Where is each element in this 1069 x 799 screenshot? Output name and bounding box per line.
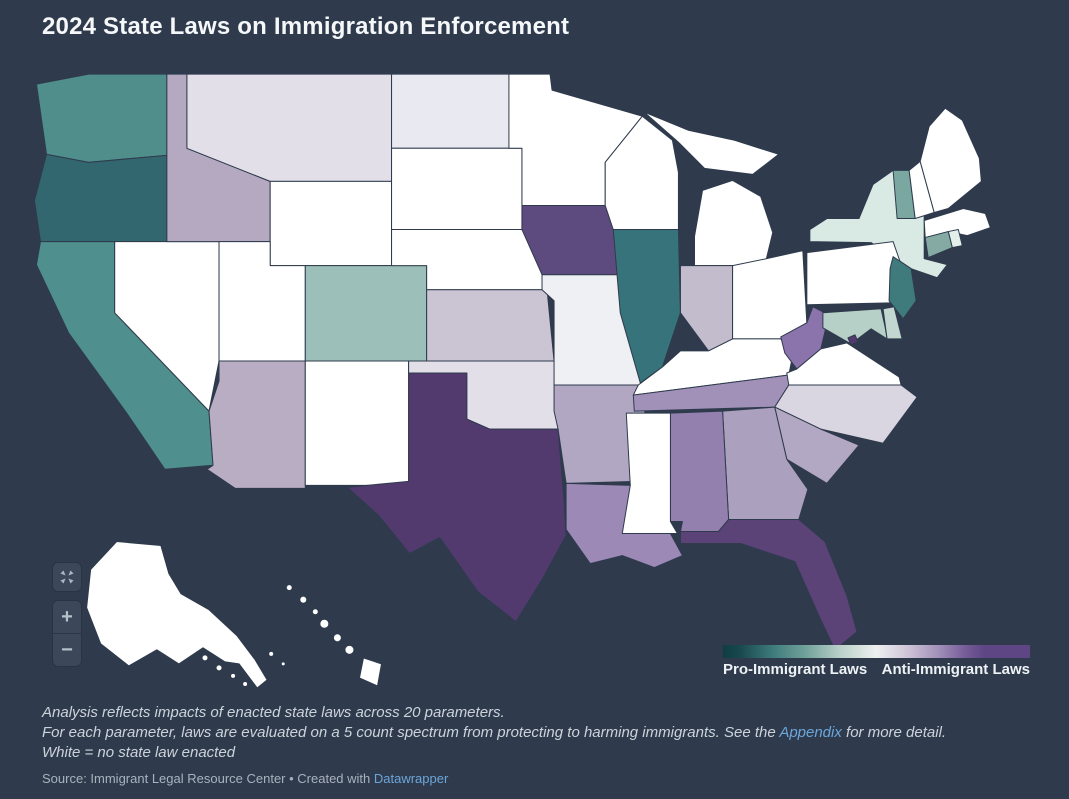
note-line-2: For each parameter, laws are evaluated o… <box>42 724 947 741</box>
state-ND[interactable] <box>391 73 523 149</box>
state-HI[interactable] <box>285 584 383 687</box>
state-WY[interactable] <box>269 180 393 267</box>
map-reset-view-button[interactable] <box>52 562 82 592</box>
state-PA[interactable] <box>806 241 902 306</box>
map-zoom-controls: + − <box>52 600 82 667</box>
zoom-in-button[interactable]: + <box>53 601 81 634</box>
legend-labels: Pro-Immigrant Laws Anti-Immigrant Laws <box>723 661 1030 678</box>
state-AK[interactable] <box>86 541 286 689</box>
state-ME[interactable] <box>919 107 982 213</box>
note-line-1: Analysis reflects impacts of enacted sta… <box>42 704 505 721</box>
state-TX[interactable] <box>346 372 567 623</box>
state-CO[interactable] <box>304 265 428 362</box>
page-title: 2024 State Laws on Immigration Enforceme… <box>42 13 570 40</box>
state-WV[interactable] <box>780 306 830 370</box>
state-MD[interactable] <box>822 308 888 345</box>
map-notes: Analysis reflects impacts of enacted sta… <box>42 703 946 763</box>
legend-label-anti: Anti-Immigrant Laws <box>881 661 1030 678</box>
fit-bounds-icon <box>60 570 74 584</box>
state-NJ[interactable] <box>888 256 917 320</box>
legend-label-pro: Pro-Immigrant Laws <box>723 661 868 678</box>
state-NM[interactable] <box>304 360 410 486</box>
zoom-out-button[interactable]: − <box>61 639 73 661</box>
state-AZ[interactable] <box>206 360 306 489</box>
state-KS[interactable] <box>426 289 555 362</box>
state-SD[interactable] <box>391 147 523 231</box>
us-choropleth-map <box>33 73 991 689</box>
state-OH[interactable] <box>732 250 808 340</box>
state-DC[interactable] <box>847 334 859 346</box>
appendix-link[interactable]: Appendix <box>779 724 842 741</box>
datawrapper-link[interactable]: Datawrapper <box>373 771 449 786</box>
state-WA[interactable] <box>35 73 168 163</box>
state-OR[interactable] <box>33 153 168 243</box>
state-DE[interactable] <box>882 306 903 340</box>
state-FL[interactable] <box>679 518 858 651</box>
note-line-3: White = no state law enacted <box>42 744 236 761</box>
state-AL[interactable] <box>669 410 730 532</box>
legend-gradient-bar <box>723 645 1030 658</box>
state-IN[interactable] <box>679 265 734 352</box>
state-MI[interactable] <box>643 111 780 267</box>
state-WI[interactable] <box>604 115 679 231</box>
state-MS[interactable] <box>621 412 678 534</box>
state-CT[interactable] <box>924 231 953 259</box>
source-line: Source: Immigrant Legal Resource Center … <box>42 771 449 786</box>
